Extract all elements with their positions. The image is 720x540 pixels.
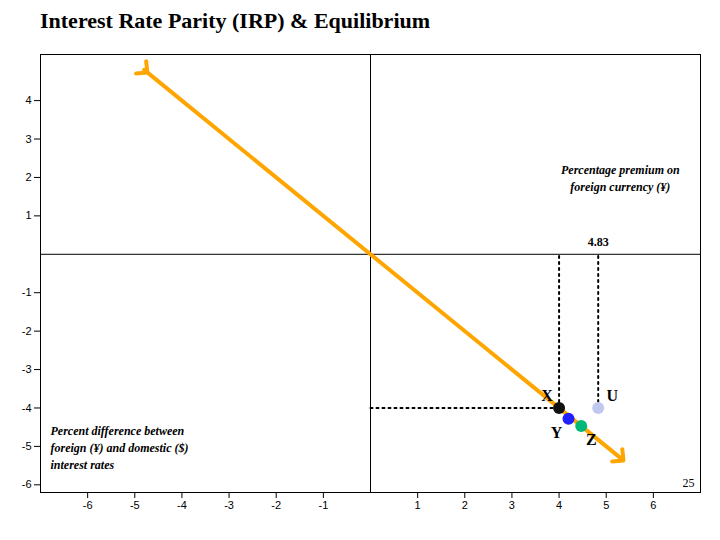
svg-text:-1: -1 xyxy=(318,499,328,511)
svg-text:-2: -2 xyxy=(271,499,281,511)
svg-text:-1: -1 xyxy=(22,286,32,298)
svg-text:U: U xyxy=(606,387,618,404)
svg-text:-3: -3 xyxy=(224,499,234,511)
svg-text:5: 5 xyxy=(603,499,609,511)
svg-text:Y: Y xyxy=(551,424,563,441)
svg-text:Percent difference betweenfore: Percent difference betweenforeign (¥) an… xyxy=(51,424,189,472)
svg-text:4: 4 xyxy=(556,499,562,511)
svg-text:Z: Z xyxy=(586,431,597,448)
svg-text:Percentage premium onforeign c: Percentage premium onforeign currency (¥… xyxy=(561,163,680,194)
svg-text:1: 1 xyxy=(415,499,421,511)
svg-text:4: 4 xyxy=(25,94,31,106)
svg-text:2: 2 xyxy=(25,171,31,183)
svg-text:-4: -4 xyxy=(22,401,32,413)
html-text:Interest Rate Parity (IRP) & E: Interest Rate Parity (IRP) & Equilibrium xyxy=(40,8,431,33)
svg-text:1: 1 xyxy=(25,209,31,221)
svg-text:6: 6 xyxy=(650,499,656,511)
svg-text:-6: -6 xyxy=(22,478,32,490)
svg-text:-4: -4 xyxy=(177,499,187,511)
svg-text:25: 25 xyxy=(683,476,695,490)
svg-text:-5: -5 xyxy=(22,440,32,452)
svg-text:X: X xyxy=(541,387,553,404)
svg-text:2: 2 xyxy=(462,499,468,511)
svg-text:3: 3 xyxy=(509,499,515,511)
svg-text:-3: -3 xyxy=(22,363,32,375)
svg-text:-6: -6 xyxy=(83,499,93,511)
svg-text:-2: -2 xyxy=(22,325,32,337)
svg-text:-5: -5 xyxy=(130,499,140,511)
svg-text:4.83: 4.83 xyxy=(588,235,609,249)
svg-text:3: 3 xyxy=(25,133,31,145)
